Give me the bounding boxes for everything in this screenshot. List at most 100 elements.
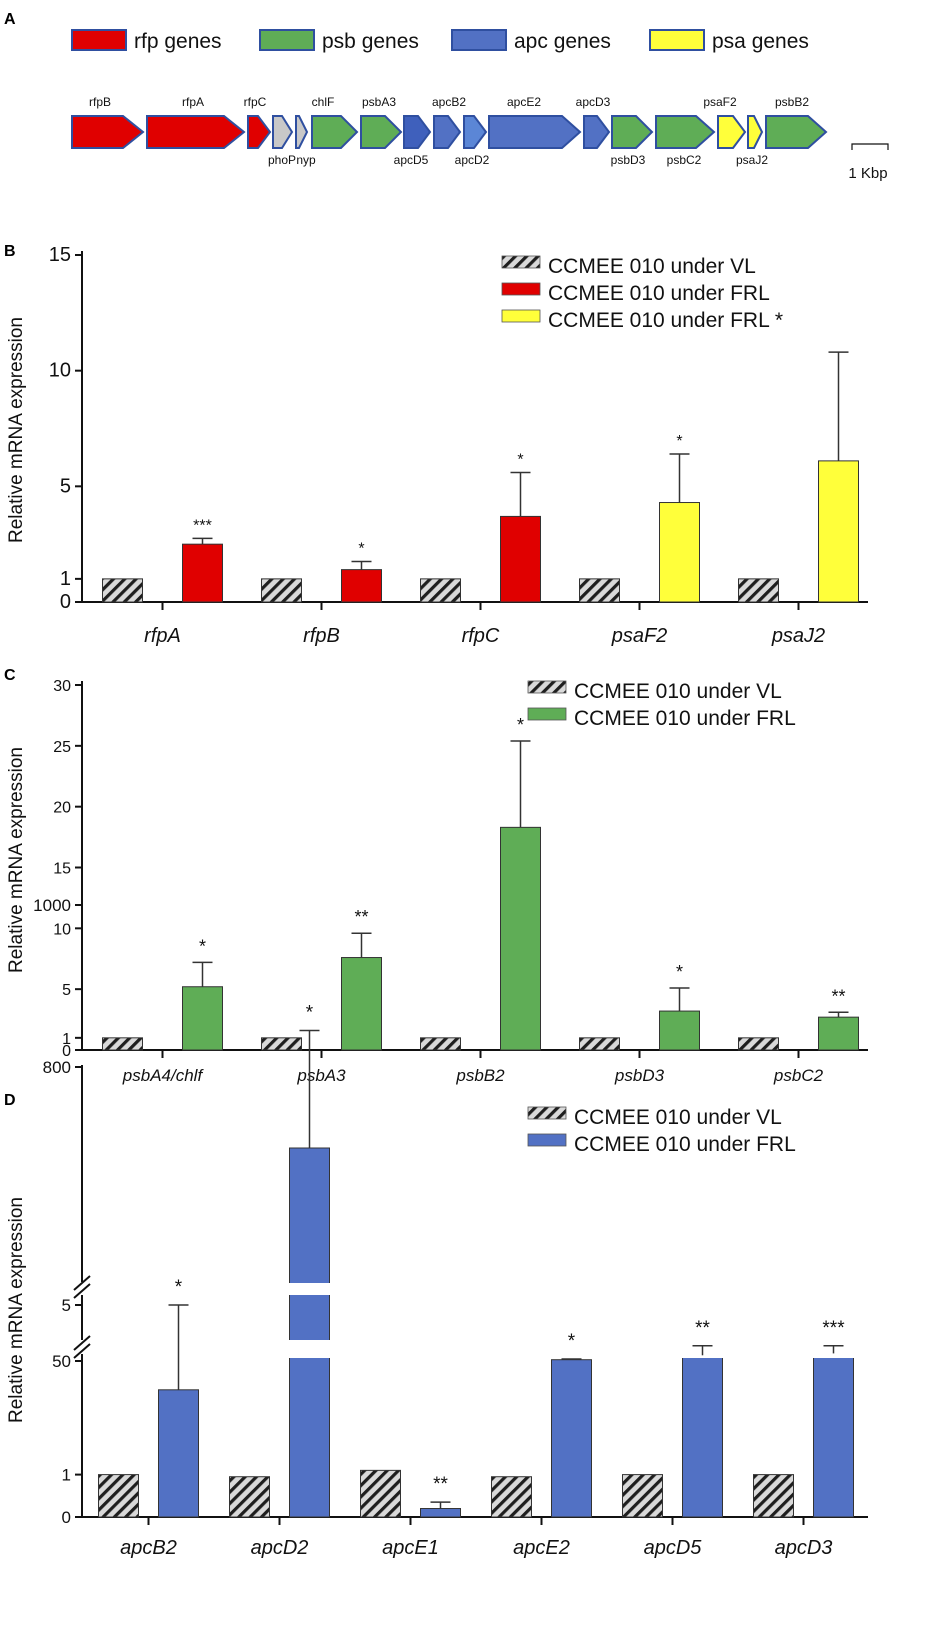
significance-apcE1: ** [433,1474,448,1495]
bar-vl-apcE2 [491,1476,532,1518]
bar-vl-psbC2 [738,1037,779,1051]
bar-frl-psbA3 [341,957,382,1051]
gene-arrow-psbD3 [611,115,654,149]
bar-vl-rfpA [102,578,143,603]
bar-frl-apcB2 [158,1389,199,1518]
bar-vl-apcD2 [229,1476,270,1518]
x-tick-label-rfpC: rfpC [462,625,500,647]
gene-label-phoP: phoP [268,153,296,167]
gene-label-psbA3: psbA3 [362,95,396,109]
y-axis-label: Relative mRNA expression [6,747,27,973]
gene-arrow-rfpB [71,115,145,149]
bar-chart-apc: Relative mRNA expression 0 1 5 50 800 1000 apcB… [6,896,868,1559]
significance-apcE2: * [568,1331,576,1352]
bar-break-gap [288,1283,331,1295]
panel-label-d: D [4,1092,16,1109]
x-tick-label-apcE2: apcE2 [513,1537,570,1559]
significance-psbD3: * [676,962,683,982]
gene-arrow-apcD5 [403,115,432,149]
x-tick-label-apcB2: apcB2 [120,1537,177,1559]
bar-vl-psbB2 [420,1037,461,1051]
gene-label-psbC2: psbC2 [667,153,702,167]
axis-break-mark [73,1275,91,1291]
bar-frl-apcD2 [289,1147,330,1518]
bar-frl-rfpB [341,569,382,603]
bar-vl-apcE1 [360,1469,401,1518]
legend-swatch-vl [527,680,567,694]
gene-label-psaJ2: psaJ2 [736,153,768,167]
bar-frl-psbC2 [818,1016,859,1051]
legend-label-apc: CCMEE 010 under FRL [574,1133,796,1156]
y-tick-label: 0 [62,1508,71,1527]
bar-chart-psb: Relative mRNA expression0151015202530psb… [6,678,868,1085]
significance-psbB2: * [517,715,524,735]
axis-break-mark [73,1335,91,1351]
x-tick-label-psbB2: psbB2 [455,1066,505,1085]
x-tick-label-apcD5: apcD5 [644,1537,703,1559]
significance-apcD5: ** [695,1318,710,1339]
scale-bar-label: 1 Kbp [848,165,887,182]
y-axis-label: Relative mRNA expression [6,1197,27,1423]
bar-vl-apcD3 [753,1474,794,1518]
y-tick-label: 50 [52,1352,71,1371]
panel-label-c: C [4,667,16,684]
bar-vl-apcB2 [98,1474,139,1518]
y-tick-label: 25 [53,739,71,756]
gene-label-apcD5: apcD5 [394,153,429,167]
axis-break-mark [73,1283,91,1299]
gene-arrow-rfpC [247,115,272,149]
y-tick-label: 800 [43,1058,71,1077]
y-tick-label: 5 [60,475,71,497]
bar-frl-psbB2 [500,826,541,1051]
bar-vl-psbA3 [261,1037,302,1051]
gene-label-psbD3: psbD3 [611,153,646,167]
significance-psbA3: ** [354,907,368,927]
x-tick-label-rfpB: rfpB [303,625,340,647]
gene-arrow-rfpA [146,115,246,149]
legend-swatch-rfp [71,29,127,51]
bar-vl-psbA4/chlf [102,1037,143,1051]
scale-bar [851,143,889,150]
gene-label-apcD2: apcD2 [455,153,490,167]
legend-label-vl: CCMEE 010 under VL [548,255,756,278]
y-tick-label: 1000 [33,896,71,915]
gene-arrow-psaJ2 [747,115,764,149]
y-tick-label: 1 [62,1031,71,1048]
y-tick-label: 15 [53,861,71,878]
y-tick-label: 5 [62,1296,71,1315]
legend-swatch-psb [259,29,315,51]
x-tick-label-psbD3: psbD3 [614,1066,665,1085]
y-tick-label: 5 [62,982,71,999]
y-tick-label: 0 [60,591,71,613]
legend-label-vl: CCMEE 010 under VL [574,1106,782,1129]
legend-label-rfp: CCMEE 010 under FRL [548,282,770,305]
y-axis-label: Relative mRNA expression [6,317,27,543]
bar-frl-psbA4/chlf [182,986,223,1051]
significance-apcD3: *** [822,1318,845,1339]
panel-label-a: A [4,11,16,28]
gene-label-apcB2: apcB2 [432,95,466,109]
gene-label-apcD3: apcD3 [576,95,611,109]
gene-label-psbB2: psbB2 [775,95,809,109]
bar-frl-rfpC [500,515,541,603]
y-tick-label: 10 [53,921,71,938]
significance-rfpA: *** [193,517,212,534]
axis-break-mark [73,1343,91,1359]
bar-vl-psbD3 [579,1037,620,1051]
legend-label-apc: apc genes [514,30,611,53]
gene-arrow-apcD3 [583,115,611,149]
gene-arrow-psbA3 [360,115,403,149]
legend-label-vl: CCMEE 010 under VL [574,680,782,703]
bar-vl-rfpC [420,578,461,603]
y-tick-label: 15 [49,244,71,266]
gene-map: rfp genes psb genes apc genes psa genes rfpB… [71,29,889,182]
legend-label-psa: psa genes [712,30,809,53]
gene-arrow-psbB2 [765,115,828,149]
gene-arrow-apcE2 [488,115,582,149]
legend-swatch-rfp [501,282,541,296]
legend-label-rfp: rfp genes [134,30,222,53]
gene-label-rfpB: rfpB [89,95,111,109]
gene-label-nyp: nyp [296,153,316,167]
legend-label-psb: CCMEE 010 under FRL [574,707,796,730]
